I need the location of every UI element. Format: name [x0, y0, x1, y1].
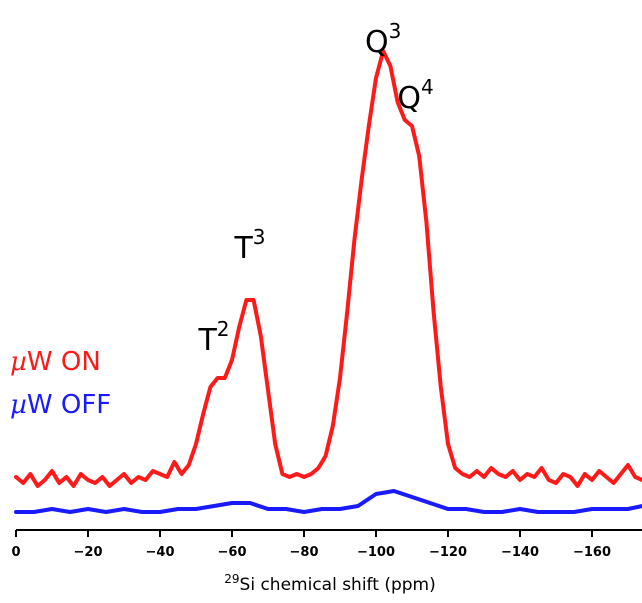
x-tick-label: −80: [290, 545, 319, 560]
x-tick-label: −20: [74, 545, 103, 560]
x-tick-label: 0: [11, 545, 20, 560]
peak-label-t2: T2: [197, 317, 229, 358]
x-tick-label: −60: [218, 545, 247, 560]
x-tick-label: −160: [573, 545, 611, 560]
x-tick-label: −100: [357, 545, 395, 560]
legend: µW ON µW OFF: [10, 347, 111, 420]
legend-item-on: µW ON: [10, 347, 101, 377]
peak-label-q3: Q3: [365, 19, 401, 60]
x-ticks: 0 −20 −40 −60 −80 −100 −120 −140 −160: [11, 530, 611, 560]
x-tick-label: −120: [429, 545, 467, 560]
x-axis-title: 29Si chemical shift (ppm): [224, 572, 435, 595]
series-layer: [14, 49, 642, 514]
series-line-on: [14, 49, 642, 488]
peak-label-q4: Q4: [397, 75, 433, 116]
legend-item-off: µW OFF: [10, 390, 111, 420]
peak-label-t3: T3: [233, 225, 265, 266]
peak-annotations: T2 T3 Q3 Q4: [197, 19, 433, 358]
x-tick-label: −140: [501, 545, 539, 560]
series-line-off: [14, 489, 642, 514]
x-tick-label: −40: [146, 545, 175, 560]
